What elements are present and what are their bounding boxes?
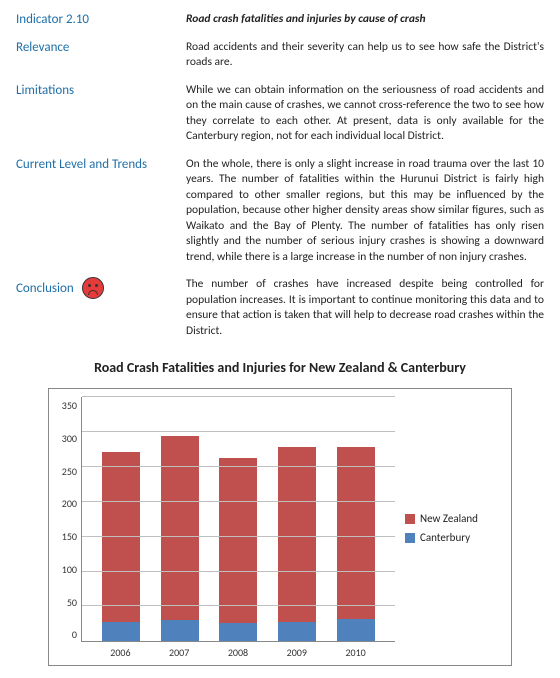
legend-label: New Zealand	[420, 512, 478, 525]
legend-item: Canterbury	[405, 531, 505, 544]
indicator-row: Indicator 2.10 Road crash fatalities and…	[16, 12, 544, 28]
y-tick: 0	[55, 628, 77, 641]
legend-swatch	[405, 533, 415, 543]
legend: New Zealand Canterbury	[395, 397, 505, 659]
gridline	[82, 431, 395, 432]
relevance-text: Road accidents and their severity can he…	[186, 40, 544, 71]
x-tick: 2007	[160, 646, 198, 659]
bar-segment-canterbury	[219, 623, 257, 641]
conclusion-label: Conclusion	[16, 277, 186, 299]
relevance-label: Relevance	[16, 40, 186, 55]
trends-text: On the whole, there is only a slight inc…	[186, 157, 544, 266]
y-tick: 100	[55, 563, 77, 576]
y-tick: 50	[55, 596, 77, 609]
limitations-row: Limitations While we can obtain informat…	[16, 83, 544, 145]
limitations-label: Limitations	[16, 83, 186, 98]
bar-segment-nz	[337, 447, 375, 619]
gridline	[82, 396, 395, 397]
bar-segment-canterbury	[161, 620, 199, 641]
x-tick: 2008	[219, 646, 257, 659]
gridline	[82, 466, 395, 467]
plot-area	[81, 397, 395, 642]
bar-segment-nz	[278, 447, 316, 623]
y-tick: 350	[55, 399, 77, 412]
trends-label: Current Level and Trends	[16, 157, 186, 172]
bar-segment-canterbury	[102, 622, 140, 641]
indicator-label: Indicator 2.10	[16, 12, 186, 27]
legend-label: Canterbury	[420, 531, 470, 544]
x-tick: 2006	[101, 646, 139, 659]
x-tick: 2010	[337, 646, 375, 659]
y-tick: 300	[55, 432, 77, 445]
y-tick: 200	[55, 497, 77, 510]
x-tick: 2009	[278, 646, 316, 659]
y-tick: 150	[55, 530, 77, 543]
relevance-row: Relevance Road accidents and their sever…	[16, 40, 544, 71]
bar-segment-nz	[102, 452, 140, 623]
x-axis: 2006 2007 2008 2009 2010	[81, 642, 395, 659]
legend-swatch	[405, 514, 415, 524]
sad-face-icon	[82, 277, 104, 299]
bar-segment-nz	[161, 436, 199, 621]
indicator-title: Road crash fatalities and injuries by ca…	[186, 12, 544, 28]
bar-segment-canterbury	[337, 619, 375, 641]
chart-title: Road Crash Fatalities and Injuries for N…	[16, 359, 544, 376]
chart-container: 350300250200150100500 200620072008200920…	[48, 388, 512, 666]
gridline	[82, 605, 395, 606]
conclusion-text: The number of crashes have increased des…	[186, 277, 544, 339]
bar-segment-nz	[219, 458, 257, 623]
gridline	[82, 536, 395, 537]
bar-segment-canterbury	[278, 622, 316, 641]
y-tick: 250	[55, 465, 77, 478]
limitations-text: While we can obtain information on the s…	[186, 83, 544, 145]
gridline	[82, 571, 395, 572]
conclusion-label-text: Conclusion	[16, 281, 74, 296]
legend-item: New Zealand	[405, 512, 505, 525]
gridline	[82, 501, 395, 502]
y-axis: 350 300 250 200 150 100 50 0	[55, 397, 81, 659]
trends-row: Current Level and Trends On the whole, t…	[16, 157, 544, 266]
conclusion-row: Conclusion The number of crashes have in…	[16, 277, 544, 339]
